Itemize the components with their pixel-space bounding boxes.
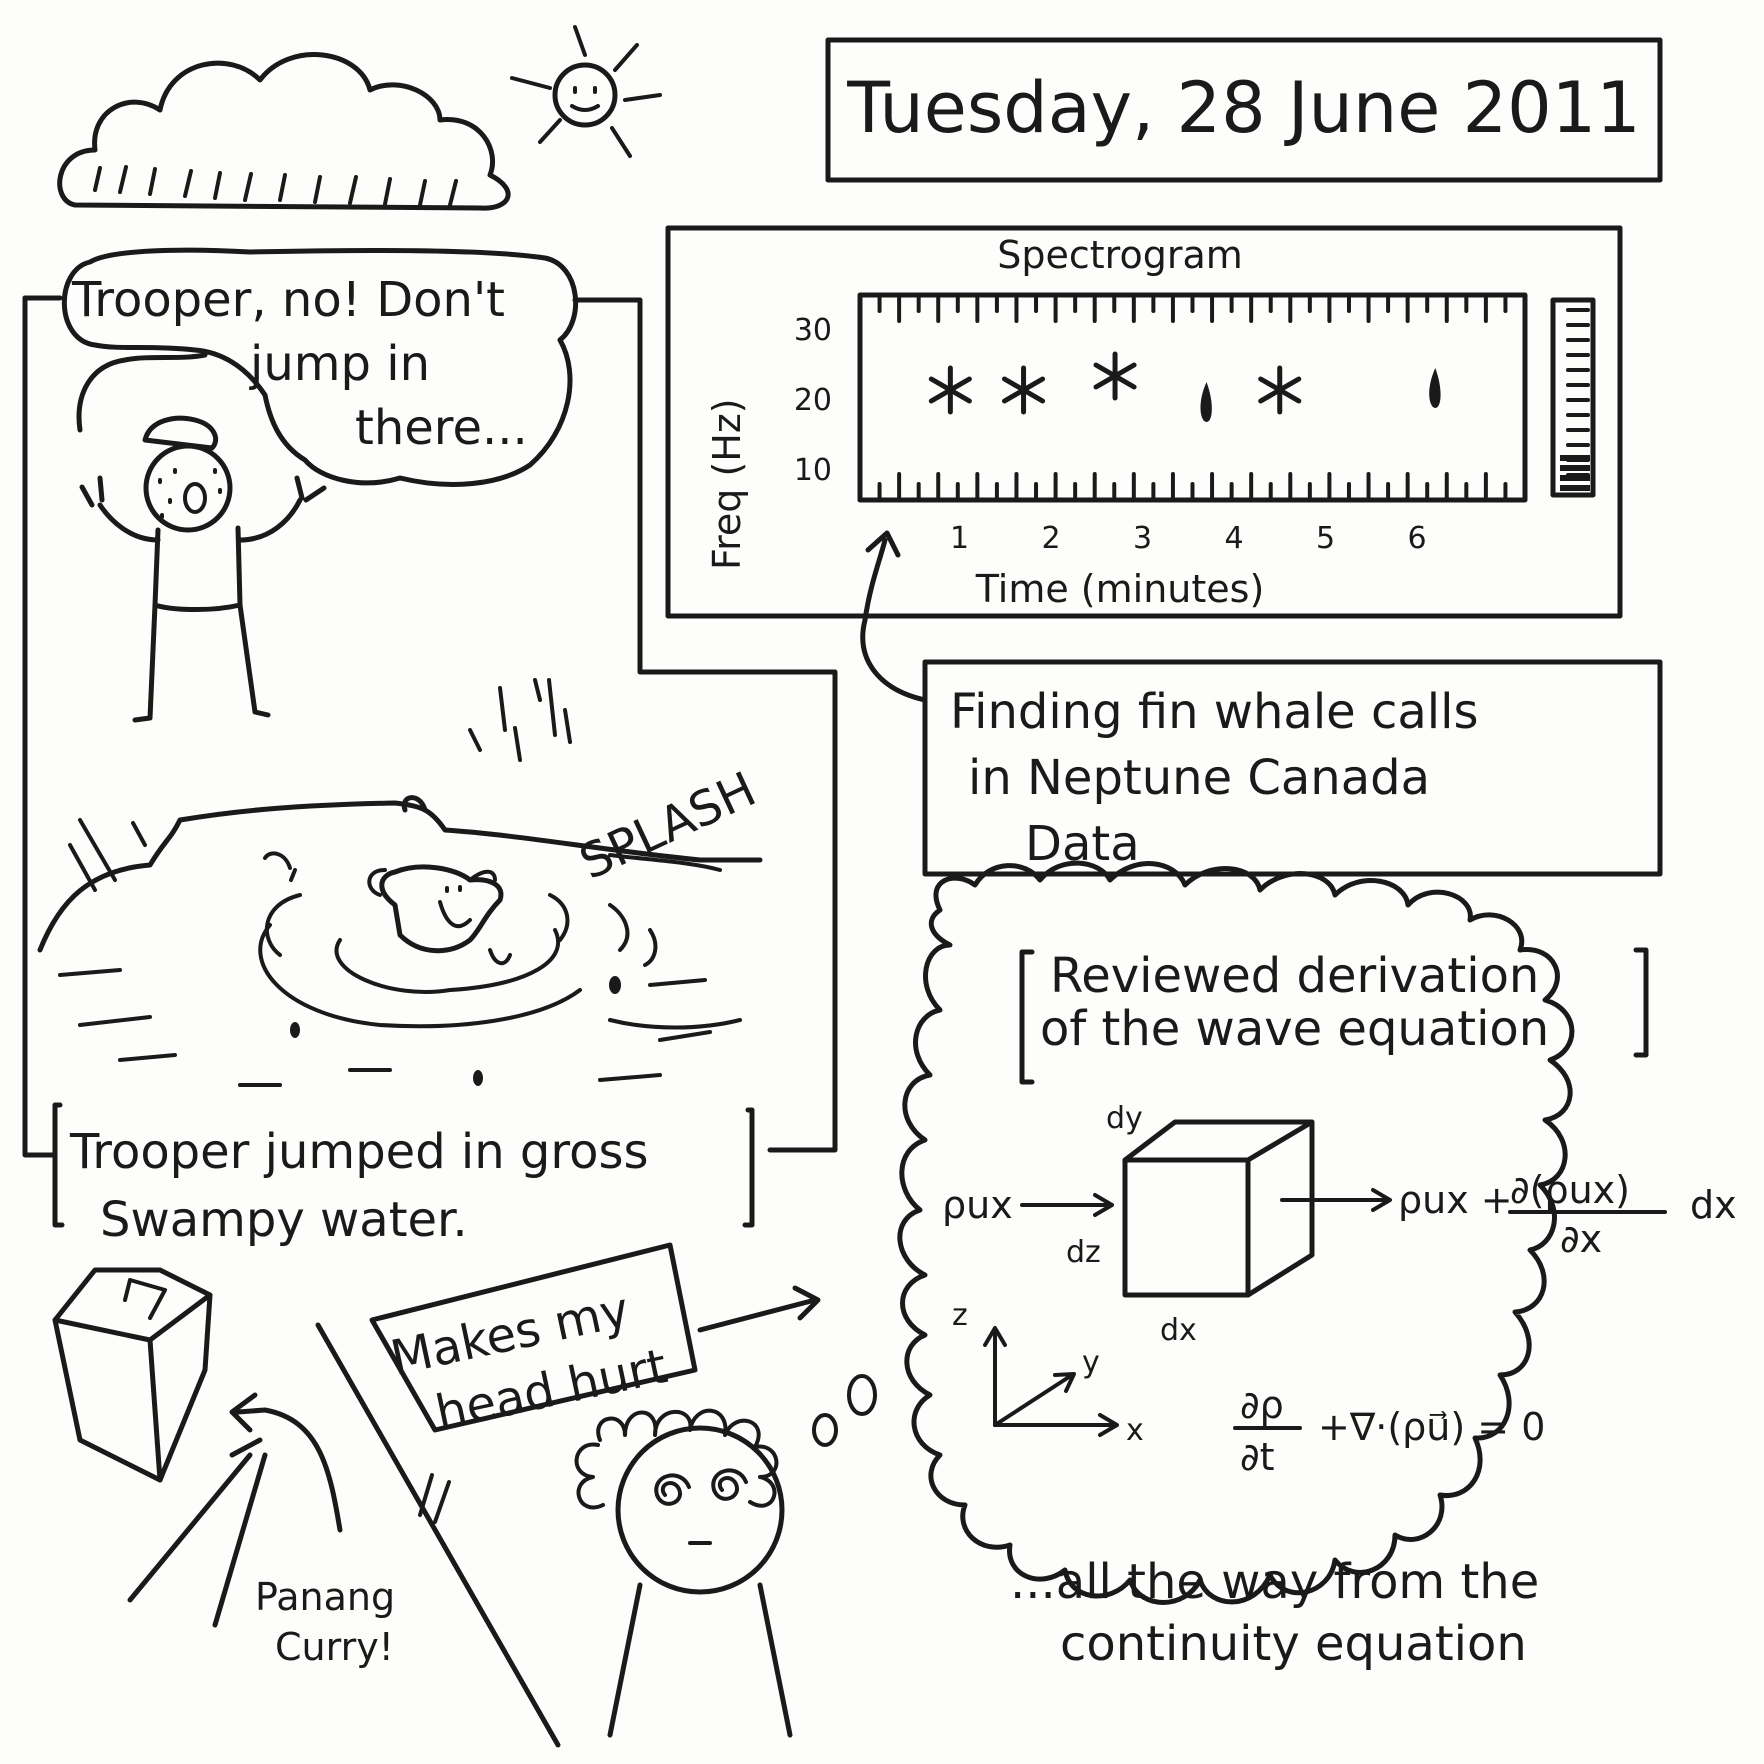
y-tick-label: 20 — [794, 383, 832, 418]
date-title: Tuesday, 28 June 2011 — [846, 67, 1640, 149]
wave-bottom-line2: continuity equation — [1060, 1616, 1527, 1672]
y-tick-label: 30 — [794, 313, 832, 348]
splash-text: SPLASH — [571, 761, 764, 891]
wave-bottom-line1: ...all the way from the — [1010, 1554, 1539, 1610]
head-hurt-caption-box — [369, 1242, 698, 1433]
speech-bubble — [61, 247, 579, 487]
swamp-scene — [37, 678, 763, 1087]
cube-label-dx: dx — [1160, 1313, 1197, 1348]
speech-line3: there... — [355, 400, 528, 456]
spectrogram-panel — [665, 225, 1623, 619]
whale-caption-line2: in Neptune Canada — [968, 750, 1430, 806]
equation-denominator: ∂t — [1240, 1435, 1275, 1479]
curry-line1: Panang — [255, 1575, 395, 1619]
date-title-box — [825, 37, 1663, 183]
left-panel-frame-left — [22, 295, 58, 1158]
shouting-person-figure — [76, 352, 327, 723]
whale-call-star-mark — [928, 365, 972, 415]
flux-in-arrow — [1020, 1193, 1114, 1217]
equation-rest: +∇·(ρu⃗) = 0 — [1318, 1405, 1545, 1449]
flux-out-tail: dx — [1690, 1183, 1737, 1227]
coordinate-axes — [983, 1326, 1119, 1437]
head-hurt-arrow — [697, 1297, 818, 1333]
dizzy-person-figure — [574, 1374, 877, 1738]
head-hurt-arrow-head — [792, 1285, 821, 1321]
whale-call-star-mark — [1093, 351, 1137, 401]
wave-caption-bracket-left — [1019, 949, 1035, 1085]
sun-icon — [510, 25, 662, 158]
color-bar-dark-step — [1560, 485, 1590, 491]
x-tick-label: 6 — [1407, 521, 1426, 556]
spectrogram-color-bar — [1550, 297, 1596, 498]
swamp-caption-line1: Trooper jumped in gross — [69, 1124, 648, 1180]
x-tick-label: 4 — [1224, 521, 1243, 556]
axis-label-z: z — [952, 1298, 968, 1333]
spectrogram-plot: 30 20 10 1 2 3 4 5 6 — [794, 292, 1528, 556]
curry-arrow — [235, 1407, 343, 1533]
cloud-icon — [57, 52, 511, 211]
spectrogram-calls — [928, 351, 1441, 422]
wave-caption-bracket-right — [1633, 947, 1649, 1058]
wave-caption-line1: Reviewed derivation — [1050, 948, 1539, 1004]
swamp-caption-bracket-right — [742, 1107, 755, 1228]
whale-arrow-head — [865, 530, 901, 558]
spectrogram-title: Spectrogram — [997, 233, 1243, 277]
spectrogram-minor-ticks-bottom — [877, 472, 1508, 502]
whale-caption-line1: Finding fin whale calls — [950, 684, 1478, 740]
whale-call-star-mark — [1001, 365, 1046, 415]
color-bar-dark-step — [1560, 475, 1590, 481]
panel-divider-line — [315, 1322, 561, 1748]
takeout-box-icon — [52, 1267, 213, 1483]
x-tick-label: 3 — [1133, 521, 1152, 556]
whale-call-star-mark — [1258, 365, 1302, 415]
x-tick-label: 2 — [1041, 521, 1060, 556]
swamp-caption-line2: Swampy water. — [100, 1192, 468, 1248]
axis-label-x: x — [1126, 1413, 1144, 1448]
color-bar-dark-step — [1560, 455, 1590, 461]
spectrogram-xlabel: Time (minutes) — [975, 567, 1265, 611]
flux-out-arrow — [1280, 1188, 1392, 1212]
flux-in-label: ρux — [942, 1183, 1013, 1227]
y-tick-label: 10 — [794, 453, 832, 488]
speech-line1: Trooper, no! Don't — [71, 272, 505, 328]
whale-call-drop-mark — [1200, 382, 1212, 422]
flux-out-derivative-denominator: ∂x — [1560, 1217, 1602, 1261]
divider-break-mark — [418, 1473, 451, 1524]
spectrogram-minor-ticks-top — [877, 293, 1508, 323]
thought-cloud — [897, 860, 1575, 1605]
left-panel-frame-right — [572, 297, 838, 1153]
flux-out-derivative-numerator: ∂(ρux) — [1510, 1168, 1630, 1212]
equation-numerator: ∂ρ — [1240, 1383, 1284, 1427]
whale-call-drop-mark — [1429, 368, 1441, 408]
wave-caption-line2: of the wave equation — [1040, 1001, 1549, 1057]
x-tick-label: 1 — [950, 521, 969, 556]
chopsticks-icon — [127, 1437, 268, 1628]
swamp-caption-bracket-left — [52, 1102, 65, 1228]
speech-line2: jump in — [249, 336, 430, 392]
color-bar-dark-step — [1560, 465, 1590, 471]
curry-arrow-head — [229, 1392, 258, 1433]
flux-out-label: ρux + — [1398, 1178, 1513, 1222]
whale-arrow — [860, 537, 928, 703]
spectrogram-ylabel: Freq (Hz) — [705, 398, 749, 570]
curry-line2: Curry! — [275, 1625, 394, 1669]
x-tick-label: 5 — [1316, 521, 1335, 556]
cube-label-dz: dz — [1066, 1235, 1101, 1270]
axis-label-y: y — [1082, 1345, 1100, 1380]
control-volume-cube — [1122, 1119, 1315, 1298]
cube-label-dy: dy — [1106, 1101, 1143, 1136]
